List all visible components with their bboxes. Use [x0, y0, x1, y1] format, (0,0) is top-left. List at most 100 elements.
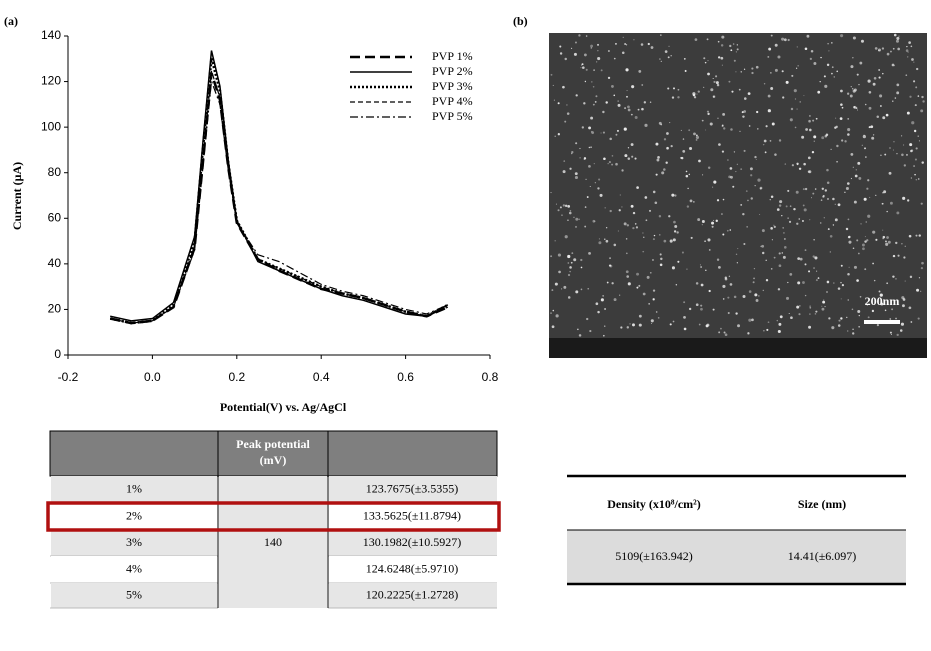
sem-grain: [847, 128, 851, 132]
sem-grain: [654, 201, 658, 205]
sem-grain: [731, 90, 734, 93]
sem-grain: [770, 72, 772, 74]
sem-grain: [827, 43, 829, 45]
sem-grain: [746, 226, 748, 228]
sem-grain: [783, 232, 785, 234]
sem-grain: [803, 95, 805, 97]
sem-grain: [794, 126, 797, 129]
sem-grain: [874, 47, 878, 50]
sem-grain: [852, 166, 854, 168]
sem-grain: [823, 299, 825, 301]
sem-grain: [713, 180, 717, 184]
sem-grain: [626, 252, 628, 255]
sem-grain: [620, 326, 623, 329]
sem-grain: [560, 288, 563, 290]
table-header-bg: [49, 430, 498, 477]
sem-grain: [797, 65, 799, 67]
sem-grain: [706, 110, 710, 113]
sem-grain: [668, 45, 670, 47]
sem-grain: [619, 294, 621, 296]
sem-grain: [810, 197, 813, 199]
sem-grain: [829, 251, 832, 253]
sem-grain: [727, 312, 730, 315]
sem-grain: [819, 222, 822, 224]
sem-grain: [778, 204, 782, 207]
sem-grain: [795, 190, 799, 194]
sem-grain: [914, 104, 917, 107]
sem-grain: [896, 211, 900, 215]
data-line: [110, 80, 449, 324]
sem-grain: [871, 136, 875, 140]
sem-grain: [809, 57, 812, 60]
sem-grain: [778, 252, 781, 255]
sem-grain: [622, 36, 624, 39]
sem-grain: [812, 192, 815, 195]
sem-grain: [892, 275, 895, 278]
sem-grain: [747, 92, 751, 95]
sem-grain: [592, 219, 596, 223]
sem-grain: [898, 35, 900, 37]
sem-grain: [591, 81, 593, 83]
sem-grain: [626, 224, 630, 227]
sem-grain: [763, 330, 765, 332]
x-tick-label: 0.2: [228, 370, 245, 384]
sem-grain: [660, 34, 662, 36]
sem-grain: [848, 266, 850, 268]
sem-grain: [791, 74, 794, 77]
sem-grain: [799, 101, 802, 103]
sem-grain: [798, 167, 802, 171]
x-tick-label: 0.0: [144, 370, 161, 384]
sem-grain: [806, 34, 810, 38]
sem-grain: [856, 109, 858, 111]
sem-grain: [600, 298, 604, 302]
sem-grain: [575, 217, 579, 221]
sem-grain: [837, 324, 841, 327]
sem-grain: [644, 123, 648, 127]
sem-grain: [778, 322, 782, 326]
sem-grain: [773, 256, 776, 259]
sem-grain: [717, 117, 719, 119]
sem-grain: [655, 142, 659, 146]
sem-grain: [671, 266, 675, 270]
sem-grain: [722, 233, 725, 236]
sem-grain: [790, 107, 794, 111]
sem-grain: [864, 236, 866, 238]
sem-grain: [604, 207, 606, 209]
sem-grain: [779, 315, 783, 319]
sem-grain: [721, 150, 725, 153]
sem-grain: [853, 106, 856, 109]
sem-grain: [642, 250, 645, 253]
sem-grain: [579, 157, 581, 159]
sem-grain: [879, 94, 883, 98]
sem-grain: [913, 61, 915, 63]
sem-grain: [894, 97, 897, 99]
sem-grain: [569, 210, 572, 212]
sem-grain: [795, 67, 798, 69]
legend-label: PVP 2%: [432, 64, 473, 78]
sem-grain: [793, 89, 797, 93]
sem-grain: [671, 96, 675, 99]
sem-grain: [583, 157, 587, 160]
sem-grain: [787, 38, 790, 42]
sem-grain: [787, 189, 790, 192]
sem-grain: [578, 34, 581, 37]
sem-grain: [767, 109, 771, 113]
sem-grain: [770, 268, 773, 270]
sem-grain: [802, 188, 805, 191]
sem-grain: [807, 170, 811, 173]
sem-grain: [862, 247, 865, 251]
sem-grain: [839, 117, 843, 120]
sem-grain: [873, 279, 876, 282]
sem-grain: [580, 288, 583, 291]
sem-grain: [811, 151, 815, 154]
sem-grain: [825, 133, 829, 137]
table-cell: 140: [264, 535, 282, 549]
sem-grain: [738, 88, 741, 91]
sem-grain: [836, 144, 839, 148]
sem-grain: [659, 58, 661, 60]
sem-grain: [808, 325, 812, 329]
table-cell: 14.41(±6.097): [788, 549, 857, 563]
sem-grain: [905, 153, 908, 156]
sem-grain: [550, 312, 552, 314]
sem-grain: [834, 203, 836, 205]
